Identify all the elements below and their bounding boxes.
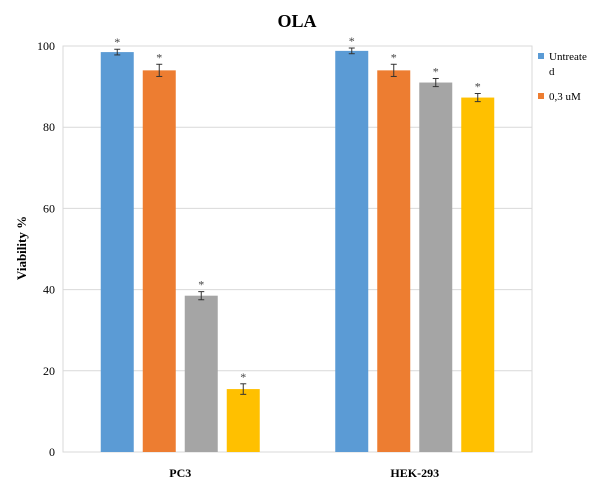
x-category-label-1: HEK-293 (390, 466, 439, 480)
legend: Untreate d 0,3 uM (538, 51, 587, 103)
significance-marker-pc3-3: * (240, 370, 246, 384)
legend-label-1-0: 0,3 uM (549, 91, 581, 103)
chart-title: OLA (277, 11, 316, 31)
significance-marker-pc3-2: * (198, 278, 204, 292)
significance-marker-hek-293-0: * (349, 34, 355, 48)
legend-label-0-1: d (549, 66, 555, 78)
bar-hek-293-0 (335, 50, 369, 452)
significance-marker-pc3-0: * (114, 35, 120, 49)
significance-marker-pc3-1: * (156, 50, 162, 64)
bar-pc3-3 (226, 389, 260, 452)
bar-hek-293-1 (377, 70, 411, 453)
bar-pc3-0 (100, 52, 134, 453)
bar-hek-293-3 (461, 97, 495, 452)
y-tick-label-0: 0 (49, 445, 55, 459)
legend-swatch-0 (538, 53, 544, 59)
y-tick-label-100: 100 (37, 39, 55, 53)
y-tick-label-20: 20 (43, 364, 55, 378)
legend-label-0-0: Untreate (549, 51, 587, 63)
y-tick-label-60: 60 (43, 201, 55, 215)
bar-pc3-2 (184, 295, 218, 452)
gridlines (62, 45, 533, 453)
significance-marker-hek-293-3: * (475, 80, 481, 94)
significance-marker-hek-293-2: * (433, 64, 439, 78)
y-tick-label-80: 80 (43, 120, 55, 134)
bar-hek-293-2 (419, 82, 453, 452)
y-ticks: 0 20 40 60 80 100 (37, 39, 55, 459)
bars: * * * * * * * * (100, 34, 495, 453)
x-categories: PC3 HEK-293 (169, 466, 439, 480)
legend-swatch-1 (538, 93, 544, 99)
significance-marker-hek-293-1: * (391, 50, 397, 64)
y-axis-label: Viability % (14, 216, 29, 280)
y-tick-label-40: 40 (43, 283, 55, 297)
x-category-label-0: PC3 (169, 466, 191, 480)
bar-pc3-1 (142, 70, 176, 453)
